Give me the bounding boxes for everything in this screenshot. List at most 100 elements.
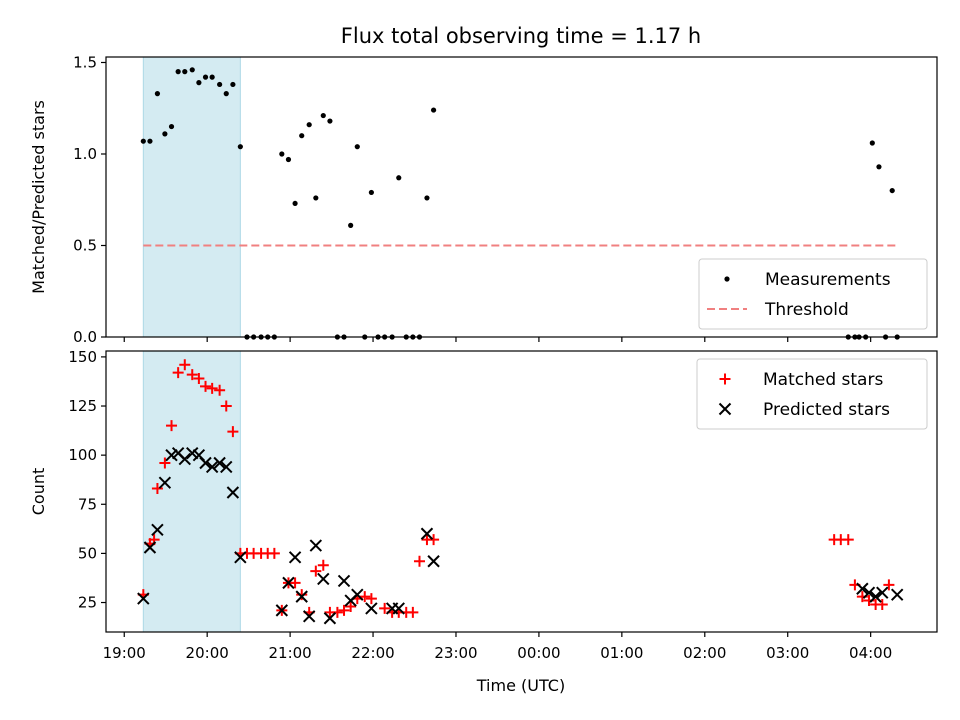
predicted-star-point [351, 588, 364, 601]
measurement-point [154, 91, 161, 97]
matched-star-point [876, 598, 888, 610]
measurement-point [313, 195, 319, 201]
measurement-point [292, 200, 298, 207]
bottom-legend: Matched stars Predicted stars [696, 358, 928, 430]
matched-star-point [413, 555, 425, 567]
measurement-point [168, 123, 175, 130]
predicted-star-point [213, 456, 226, 470]
matched-star-point [842, 534, 854, 546]
measurement-point [182, 69, 188, 75]
predicted-star-point [876, 586, 889, 599]
measurement-point [285, 156, 292, 163]
matched-star-point [268, 547, 280, 559]
bottom-axes-frame [105, 350, 938, 633]
matched-star-point [296, 589, 308, 601]
x-tick-label: 04:00 [849, 644, 892, 662]
top-y-tick-label: 1.0 [73, 145, 97, 163]
predicted-star-point [862, 586, 876, 599]
measurement-point [162, 131, 168, 137]
top-y-axis-label: Matched/Predicted stars [29, 100, 48, 294]
predicted-star-point [420, 527, 434, 540]
x-axis-label: Time (UTC) [476, 676, 565, 695]
measurement-point [368, 189, 374, 196]
measurement-point [430, 107, 437, 113]
bottom-series-0 [138, 359, 895, 618]
predicted-star-point [199, 456, 212, 470]
matched-star-point [206, 382, 218, 394]
matched-star-point [200, 380, 212, 392]
predicted-star-point [302, 610, 316, 623]
measurement-point [230, 81, 236, 88]
predicted-star-point [282, 576, 295, 590]
bottom-legend-box [696, 358, 928, 430]
measurement-point [306, 122, 312, 128]
predicted-star-point [234, 551, 247, 564]
predicted-star-point [869, 590, 882, 603]
predicted-star-point [275, 604, 289, 617]
predicted-star-point [295, 590, 308, 603]
matched-star-point [359, 591, 371, 603]
predicted-star-point [137, 592, 150, 605]
bottom-y-tick-label: 50 [78, 544, 97, 562]
bottom-series-1 [137, 446, 904, 625]
predicted-star-point [323, 612, 337, 625]
legend-matched-marker [719, 373, 731, 385]
matched-star-point [179, 359, 191, 371]
matched-star-point [428, 534, 440, 546]
measurement-point [209, 74, 215, 80]
legend-label: Matched stars [763, 370, 883, 390]
matched-star-point [166, 420, 178, 432]
matched-star-point [289, 577, 301, 589]
matched-star-point [345, 600, 357, 612]
bottom-y-axis-label: Count [29, 468, 48, 516]
measurement-point [217, 81, 223, 88]
bottom-y-tick-label: 25 [78, 594, 97, 612]
measurement-point [320, 112, 326, 119]
predicted-star-point [178, 452, 191, 466]
predicted-star-point [151, 523, 164, 537]
matched-star-point [186, 369, 198, 381]
matched-star-point [151, 483, 163, 495]
matched-star-point [227, 426, 239, 438]
legend-measurements-marker [724, 276, 730, 282]
bottom-shaded-region [142, 350, 241, 633]
predicted-star-point [856, 582, 869, 595]
matched-star-point [159, 457, 171, 469]
matched-star-point [172, 367, 184, 379]
matched-star-point [310, 565, 322, 577]
predicted-star-point [337, 574, 351, 588]
x-tick-label: 00:00 [517, 644, 560, 662]
top-y-tick-label: 1.5 [73, 53, 97, 71]
bottom-y-tick-label: 100 [68, 446, 97, 464]
legend-label: Predicted stars [763, 400, 890, 420]
x-tick-label: 21:00 [268, 644, 311, 662]
predicted-star-point [365, 602, 378, 615]
x-tick-label: 23:00 [434, 644, 477, 662]
predicted-star-point [226, 486, 240, 499]
predicted-star-point [317, 572, 330, 586]
measurement-point [202, 74, 209, 80]
measurement-point [299, 133, 305, 139]
measurement-point [869, 140, 875, 146]
top-shaded-region [142, 56, 241, 338]
measurement-point [876, 164, 882, 170]
predicted-star-point [392, 602, 405, 615]
legend-label: Measurements [765, 270, 891, 290]
top-axes-frame [105, 56, 938, 338]
top-panel-ratio: 0.0 0.5 1.0 1.5 Matched/Predicted stars Measu… [29, 53, 938, 346]
legend-label: Threshold [764, 300, 849, 320]
predicted-star-point [158, 476, 172, 489]
matched-star-point [379, 602, 391, 614]
measurement-point [189, 67, 195, 73]
x-tick-label: 03:00 [766, 644, 809, 662]
measurement-point [147, 138, 153, 144]
measurement-point [348, 222, 354, 228]
measurement-point [279, 151, 285, 157]
matched-star-point [407, 606, 419, 618]
predicted-star-point [427, 555, 440, 568]
matched-star-point [193, 373, 205, 385]
chart-title: Flux total observing time = 1.17 h [341, 24, 701, 48]
matched-star-point [365, 593, 377, 605]
matched-star-point [883, 579, 895, 591]
predicted-star-point [890, 588, 904, 601]
